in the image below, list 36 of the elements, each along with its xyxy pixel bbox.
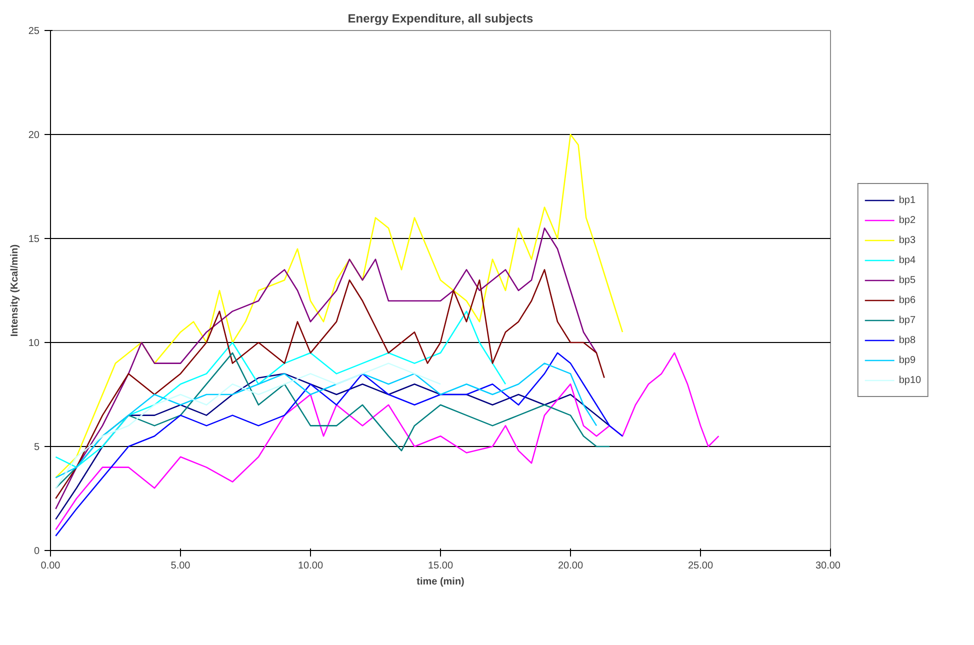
x-axis-title: time (min) <box>416 576 464 588</box>
line-series <box>55 352 720 530</box>
legend-label: bp2 <box>898 214 917 226</box>
y-tick-label: 25 <box>28 26 40 37</box>
legend-label: bp10 <box>898 374 922 386</box>
y-tick-label: 15 <box>28 234 40 245</box>
x-tick-label: 5.00 <box>170 560 191 572</box>
x-tick-label: 0.00 <box>40 560 61 572</box>
legend-label: bp6 <box>898 294 917 306</box>
x-tick-label: 15.00 <box>428 560 454 572</box>
line-series <box>55 134 624 478</box>
line-series <box>55 227 598 510</box>
y-tick-label: 10 <box>28 338 40 349</box>
x-tick-label: 20.00 <box>558 560 584 572</box>
y-tick-label: 0 <box>34 546 40 557</box>
y-axis-title: Intensity (Kcal/min) <box>9 244 20 337</box>
legend-label: bp3 <box>898 234 917 246</box>
line-series <box>55 352 624 537</box>
legend-label: bp5 <box>898 274 917 286</box>
legend-label: bp8 <box>898 334 917 346</box>
line-series <box>55 362 598 478</box>
legend-label: bp1 <box>898 194 917 206</box>
y-tick-label: 20 <box>28 130 40 141</box>
line-series <box>55 269 605 500</box>
legend-label: bp9 <box>898 354 917 366</box>
y-tick-label: 5 <box>34 442 40 453</box>
x-tick-label: 25.00 <box>688 560 714 572</box>
x-tick-label: 10.00 <box>298 560 324 572</box>
line-series <box>55 352 610 489</box>
chart-title: Energy Expenditure, all subjects <box>348 12 534 26</box>
line-series <box>55 362 442 489</box>
x-tick-label: 30.00 <box>815 560 841 572</box>
legend-label: bp4 <box>898 254 917 266</box>
legend-label: bp7 <box>898 314 917 326</box>
line-series <box>55 373 610 520</box>
line-series <box>55 310 506 468</box>
